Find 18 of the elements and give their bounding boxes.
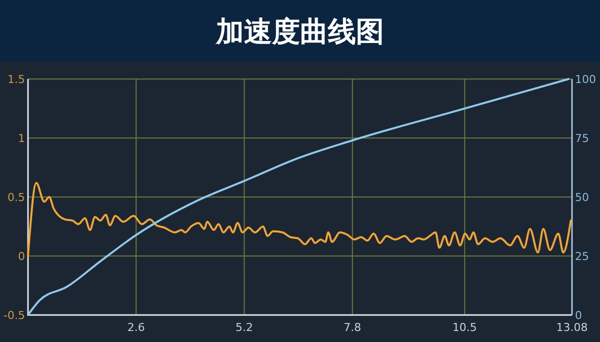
y2-tick-label: 75: [575, 132, 589, 145]
y-tick-label: 0.5: [8, 191, 25, 204]
line-series: [27, 78, 570, 316]
y2-tick-label: 100: [575, 73, 596, 86]
x-tick-label: 13.08: [556, 321, 588, 334]
y-tick-label: 1.5: [8, 73, 25, 86]
x-tick-label: 2.6: [127, 321, 145, 334]
x-tick-label: 7.8: [344, 321, 362, 334]
y-tick-label: -0.5: [4, 309, 25, 322]
x-tick-label: 5.2: [236, 321, 254, 334]
y-tick-label: 1: [18, 132, 25, 145]
y2-tick-label: 0: [575, 309, 582, 322]
x-tick-label: 10.5: [452, 321, 477, 334]
y2-tick-label: 25: [575, 250, 589, 263]
chart-title: 加速度曲线图: [215, 15, 384, 48]
y-tick-label: 0: [18, 250, 25, 263]
line-series: [27, 182, 572, 257]
y2-tick-label: 50: [575, 191, 589, 204]
